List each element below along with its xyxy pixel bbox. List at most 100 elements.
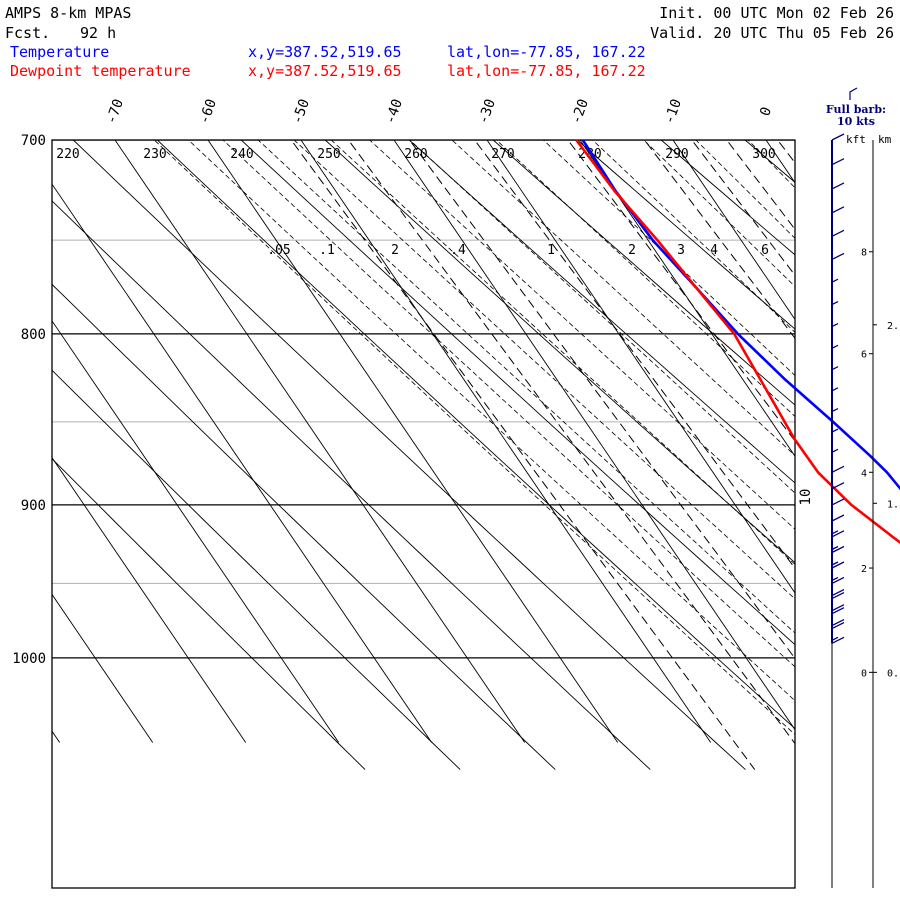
- isotherm-line: [52, 593, 154, 743]
- moist-adiabat-line: [187, 140, 795, 702]
- barb-legend-line2: 10 kts: [837, 115, 875, 128]
- mixing-ratio-label: 3: [677, 243, 685, 258]
- wind-barb: [831, 482, 845, 490]
- dry-adiabat-line: [576, 140, 795, 330]
- wind-barb: [831, 206, 845, 214]
- wind-barb: [831, 408, 839, 413]
- mixing-ratio-line: [408, 140, 795, 660]
- moist-adiabat-line: [811, 98, 900, 743]
- moist-adiabat-line: [293, 140, 795, 600]
- wind-barb: [831, 387, 839, 392]
- dry-adiabat-line: [324, 140, 795, 564]
- mixing-ratio-line: [567, 140, 795, 442]
- temperature-tick-label: -30: [475, 97, 499, 126]
- wind-barb: [831, 252, 845, 260]
- mixing-ratio-line: [691, 140, 795, 277]
- wind-barb: [831, 589, 845, 600]
- legend-temperature-latlon: lat,lon=-77.85, 167.22: [447, 43, 646, 61]
- wind-barb: [831, 323, 839, 328]
- dry-adiabat-label: 300: [752, 147, 775, 162]
- plot-area: [52, 98, 900, 770]
- wind-barb: [831, 530, 845, 538]
- kft-tick-label: 4: [861, 468, 867, 479]
- wind-barb: [831, 448, 839, 453]
- pressure-tick-label: 900: [21, 498, 46, 514]
- forecast-label: Fcst.: [5, 24, 50, 42]
- mixing-ratio-label: .1: [319, 243, 335, 258]
- isotherm-line: [579, 140, 795, 457]
- wind-barb: [831, 182, 845, 190]
- moist-adiabat-line: [330, 140, 795, 565]
- kft-tick-label: 2: [861, 564, 867, 575]
- moist-adiabat-line: [451, 140, 795, 457]
- mixing-ratio-label: 4: [710, 243, 718, 258]
- temperature-tick-label: -50: [289, 97, 313, 126]
- moist-adiabat-line: [542, 140, 795, 377]
- isotherm-line: [486, 140, 795, 594]
- dewpoint-profile-line: [575, 139, 900, 544]
- dry-adiabat-label: 270: [491, 147, 514, 162]
- dry-adiabat-line: [52, 458, 366, 770]
- barb-legend-icon: [849, 87, 858, 100]
- legend-dewpoint-xy: x,y=387.52,519.65: [248, 62, 402, 80]
- kft-label: kft: [846, 133, 866, 146]
- dry-adiabat-label: 260: [404, 147, 427, 162]
- legend-dewpoint-latlon: lat,lon=-77.85, 167.22: [447, 62, 646, 80]
- wind-barb: [831, 498, 845, 506]
- dry-adiabat-line: [492, 140, 795, 406]
- moist-adiabat-line: [747, 140, 795, 189]
- dry-adiabat-line: [156, 140, 795, 730]
- temperature-tick-label: 0: [757, 105, 775, 118]
- wind-barb: [831, 229, 845, 237]
- wind-barb: [831, 366, 839, 371]
- moist-adiabat-line: [409, 140, 795, 494]
- mixing-ratio-line: [290, 140, 756, 770]
- km-tick-label: 0.: [887, 668, 899, 679]
- wind-barb: [831, 278, 839, 283]
- isotherm-line: [859, 140, 900, 742]
- wind-barb: [831, 428, 839, 433]
- mixing-ratio-line: [726, 140, 795, 231]
- kft-tick-label: 8: [861, 248, 867, 259]
- moist-adiabat-line: [153, 140, 795, 736]
- dry-adiabat-line: [779, 98, 900, 770]
- isotherm-line: [52, 456, 247, 743]
- mixing-ratio-line: [473, 140, 795, 570]
- temperature-tick-label: -60: [196, 97, 220, 126]
- dry-adiabat-label: 250: [317, 147, 340, 162]
- pressure-tick-label: 1000: [12, 651, 46, 667]
- valid-time: Valid. 20 UTC Thu 05 Feb 26: [650, 24, 894, 42]
- moist-adiabat-line: [643, 140, 795, 288]
- wind-barb: [831, 561, 845, 569]
- moist-adiabat-label: 10: [798, 489, 814, 506]
- moist-adiabat-line: [222, 140, 795, 668]
- km-label: km: [878, 133, 892, 146]
- moist-adiabat-line: [369, 140, 795, 530]
- mixing-ratio-label: .4: [450, 243, 466, 258]
- dry-adiabat-label: 230: [143, 147, 166, 162]
- wind-barb: [831, 576, 845, 584]
- km-tick-label: 2.: [887, 321, 899, 332]
- mixing-ratio-label: 2: [628, 243, 636, 258]
- wind-barb: [831, 465, 845, 473]
- moist-adiabat-line: [695, 140, 795, 239]
- isotherm-line: [393, 140, 795, 731]
- dry-adiabat-line: [660, 140, 795, 256]
- wind-barb: [831, 619, 845, 630]
- dry-adiabat-line: [72, 140, 746, 770]
- mixing-ratio-label: .05: [267, 243, 290, 258]
- temperature-profile-line: [581, 139, 900, 491]
- legend-dewpoint-name: Dewpoint temperature: [10, 62, 191, 80]
- dry-adiabat-line: [52, 369, 461, 770]
- plot-frame: [51, 139, 796, 889]
- kft-tick-label: 0: [861, 668, 867, 679]
- forecast-hour: 92 h: [80, 24, 116, 42]
- isotherm-line: [52, 183, 433, 743]
- height-axis: kft km 0 2 4 6 8 0. 1. 2.: [846, 133, 899, 888]
- wind-barb: [831, 514, 845, 522]
- dry-adiabat-line: [408, 140, 795, 484]
- legend-temperature-xy: x,y=387.52,519.65: [248, 43, 402, 61]
- temperature-tick-label: -20: [568, 97, 592, 126]
- init-time: Init. 00 UTC Mon 02 Feb 26: [659, 4, 894, 22]
